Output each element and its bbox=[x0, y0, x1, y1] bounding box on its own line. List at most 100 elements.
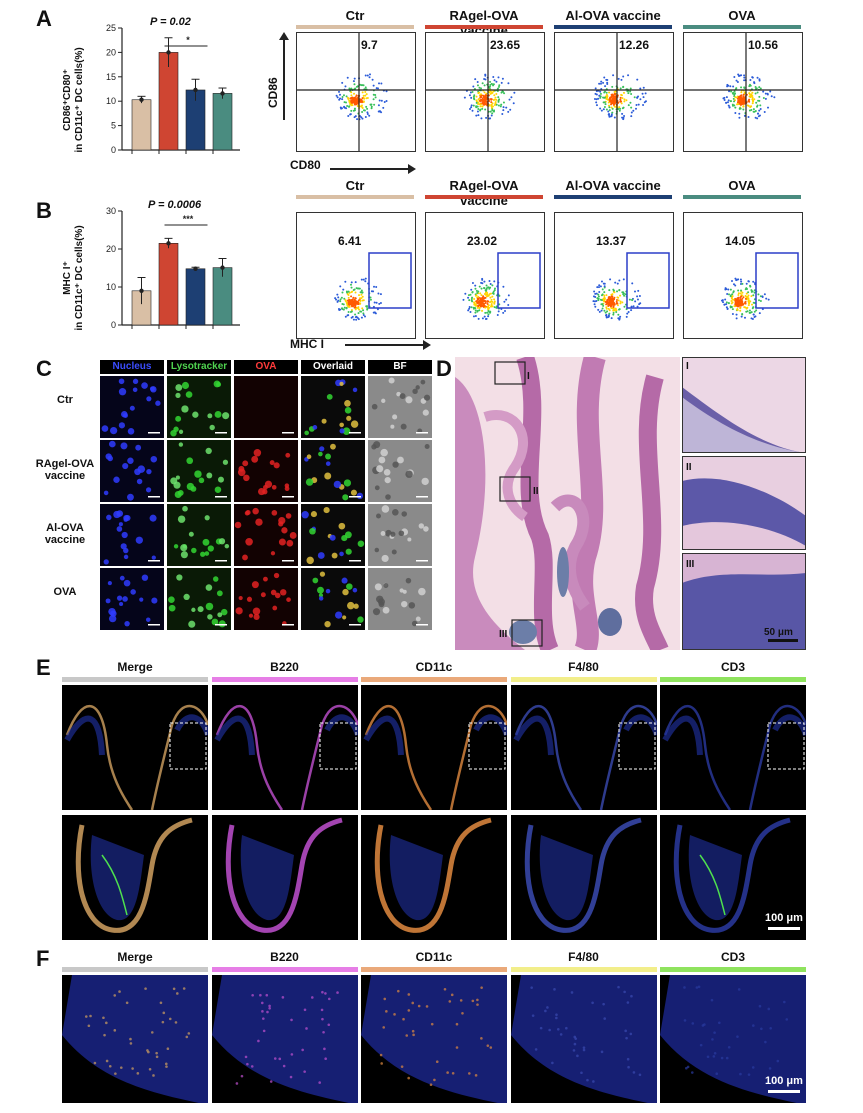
y-tick-label: 10 bbox=[106, 96, 116, 106]
panel-c-image-2-3 bbox=[301, 504, 365, 566]
panel-c-row-label-2: Al-OVA vaccine bbox=[44, 522, 86, 546]
data-point-2 bbox=[193, 266, 198, 271]
panelF-stripe-0 bbox=[62, 967, 208, 972]
panel-b-bar-chart: MHC I⁺ in CD11c⁺ DC cells(%) 0 10 20 30 *** bbox=[62, 206, 240, 331]
flow-plot-0 bbox=[296, 212, 416, 339]
panel-c-image-1-0 bbox=[100, 440, 164, 502]
panel-c-image-0-0 bbox=[100, 376, 164, 438]
panelE-image-0-2 bbox=[361, 685, 507, 810]
panelE-scale-label: 100 μm bbox=[765, 912, 803, 924]
flow-plot-1 bbox=[425, 212, 545, 339]
flow-value-1: 23.02 bbox=[467, 234, 498, 248]
panelF-header-4: CD3 bbox=[720, 950, 745, 964]
panel-a-y-arrow-head bbox=[279, 32, 289, 40]
flow-value-2: 13.37 bbox=[596, 234, 627, 248]
panelE-stripe-2 bbox=[361, 677, 507, 682]
panel-c-column-4: BF bbox=[368, 360, 432, 374]
flow-header-stripe-1 bbox=[425, 25, 543, 29]
panelE-image-1-2 bbox=[361, 815, 507, 940]
flow-value-3: 14.05 bbox=[725, 234, 756, 248]
panel-d-zoom-1: I bbox=[682, 357, 806, 453]
flow-header-1: RAgel-OVA vaccine bbox=[449, 178, 519, 208]
data-point-0 bbox=[139, 97, 144, 102]
panel-c-row-label-3: OVA bbox=[53, 586, 77, 598]
panel-c-image-3-2 bbox=[234, 568, 298, 630]
panelF-header-0: Merge bbox=[117, 950, 153, 964]
y-tick-label: 15 bbox=[106, 72, 116, 82]
panel-label-e: E bbox=[36, 655, 51, 680]
panelE-header-1: B220 bbox=[270, 660, 299, 674]
y-tick-label: 0 bbox=[111, 145, 116, 155]
panel-c-image-2-2 bbox=[234, 504, 298, 566]
panelE-image-0-4 bbox=[660, 685, 806, 810]
flow-header-2: Al-OVA vaccine bbox=[565, 178, 661, 193]
flow-value-1: 23.65 bbox=[490, 38, 521, 52]
panelE-image-1-4 bbox=[660, 815, 806, 940]
panel-c-image-3-3 bbox=[301, 568, 365, 630]
panel-c-column-0: Nucleus bbox=[100, 360, 164, 374]
flow-header-2: Al-OVA vaccine bbox=[565, 8, 661, 23]
panel-c-row-label-0: Ctr bbox=[57, 394, 73, 406]
bar-3 bbox=[212, 93, 233, 151]
y-tick-label: 30 bbox=[106, 206, 116, 216]
flow-header-stripe-0 bbox=[296, 25, 414, 29]
panelF-header-1: B220 bbox=[270, 950, 299, 964]
flow-header-stripe-2 bbox=[554, 195, 672, 199]
flow-value-0: 9.7 bbox=[361, 38, 378, 52]
panel-c-image-0-2 bbox=[234, 376, 298, 438]
panelF-header-2: CD11c bbox=[415, 950, 453, 964]
panelF-stripe-4 bbox=[660, 967, 806, 972]
y-tick-label: 5 bbox=[111, 121, 116, 131]
y-tick-label: 20 bbox=[106, 47, 116, 57]
panelE-image-1-0 bbox=[62, 815, 208, 940]
panel-c-image-1-3 bbox=[301, 440, 365, 502]
panelE-scale-bar bbox=[768, 927, 800, 930]
panel-c-image-0-3 bbox=[301, 376, 365, 438]
panel-c-image-0-4 bbox=[368, 376, 432, 438]
panelF-image-0-0 bbox=[62, 975, 208, 1103]
bar-2 bbox=[185, 268, 206, 326]
panelE-header-3: F4/80 bbox=[568, 660, 599, 674]
zoom-2-label: II bbox=[686, 462, 692, 473]
panel-b-ylabel-2: in CD11c⁺ DC cells(%) bbox=[74, 225, 85, 330]
panel-c-image-3-1 bbox=[167, 568, 231, 630]
panelE-stripe-0 bbox=[62, 677, 208, 682]
region-label-3: III bbox=[499, 629, 508, 640]
panelF-scale-label: 100 μm bbox=[765, 1075, 803, 1087]
panelF-header-3: F4/80 bbox=[568, 950, 599, 964]
data-point-1 bbox=[166, 241, 171, 246]
flow-header-stripe-0 bbox=[296, 195, 414, 199]
y-tick-label: 25 bbox=[106, 23, 116, 33]
flow-plot-0 bbox=[296, 32, 416, 152]
panelE-header-4: CD3 bbox=[720, 660, 745, 674]
panel-label-f: F bbox=[36, 946, 50, 971]
panel-a-x-arrow-head bbox=[408, 164, 416, 174]
panel-a-yaxis-label: CD86 bbox=[266, 77, 280, 108]
data-point-1 bbox=[166, 50, 171, 55]
panel-c-column-1: Lysotracker bbox=[167, 360, 231, 374]
panelE-stripe-4 bbox=[660, 677, 806, 682]
panelE-stripe-3 bbox=[510, 677, 657, 682]
flow-header-stripe-2 bbox=[554, 25, 672, 29]
panel-a-x-axis-arrow bbox=[330, 168, 410, 170]
flow-plot-2 bbox=[554, 32, 674, 152]
panel-c-image-3-0 bbox=[100, 568, 164, 630]
data-point-0 bbox=[139, 288, 144, 293]
panel-label-b: B bbox=[36, 198, 52, 223]
panel-a-bar-chart: CD86⁺CD80⁺ in CD11c⁺ DC cells(%) 0 5 10 15 2… bbox=[62, 23, 240, 155]
panelF-image-0-3 bbox=[510, 975, 657, 1103]
panelE-image-1-1 bbox=[211, 815, 358, 940]
panel-d-scale-text: 50 μm bbox=[764, 627, 793, 638]
panel-d-zoom-2: II bbox=[682, 456, 806, 550]
region-label-2: II bbox=[533, 486, 539, 497]
zoom-3-label: III bbox=[686, 559, 695, 570]
panel-b-x-axis-arrow bbox=[345, 344, 425, 346]
flow-plot-1 bbox=[425, 32, 545, 152]
panelF-stripe-2 bbox=[361, 967, 507, 972]
panel-c-image-2-0 bbox=[100, 504, 164, 566]
flow-header-3: OVA bbox=[728, 178, 756, 193]
flow-plot-3 bbox=[683, 212, 803, 339]
data-point-2 bbox=[193, 87, 198, 93]
panel-a-ylabel-2: in CD11c⁺ DC cells(%) bbox=[74, 47, 85, 152]
flow-value-3: 10.56 bbox=[748, 38, 779, 52]
